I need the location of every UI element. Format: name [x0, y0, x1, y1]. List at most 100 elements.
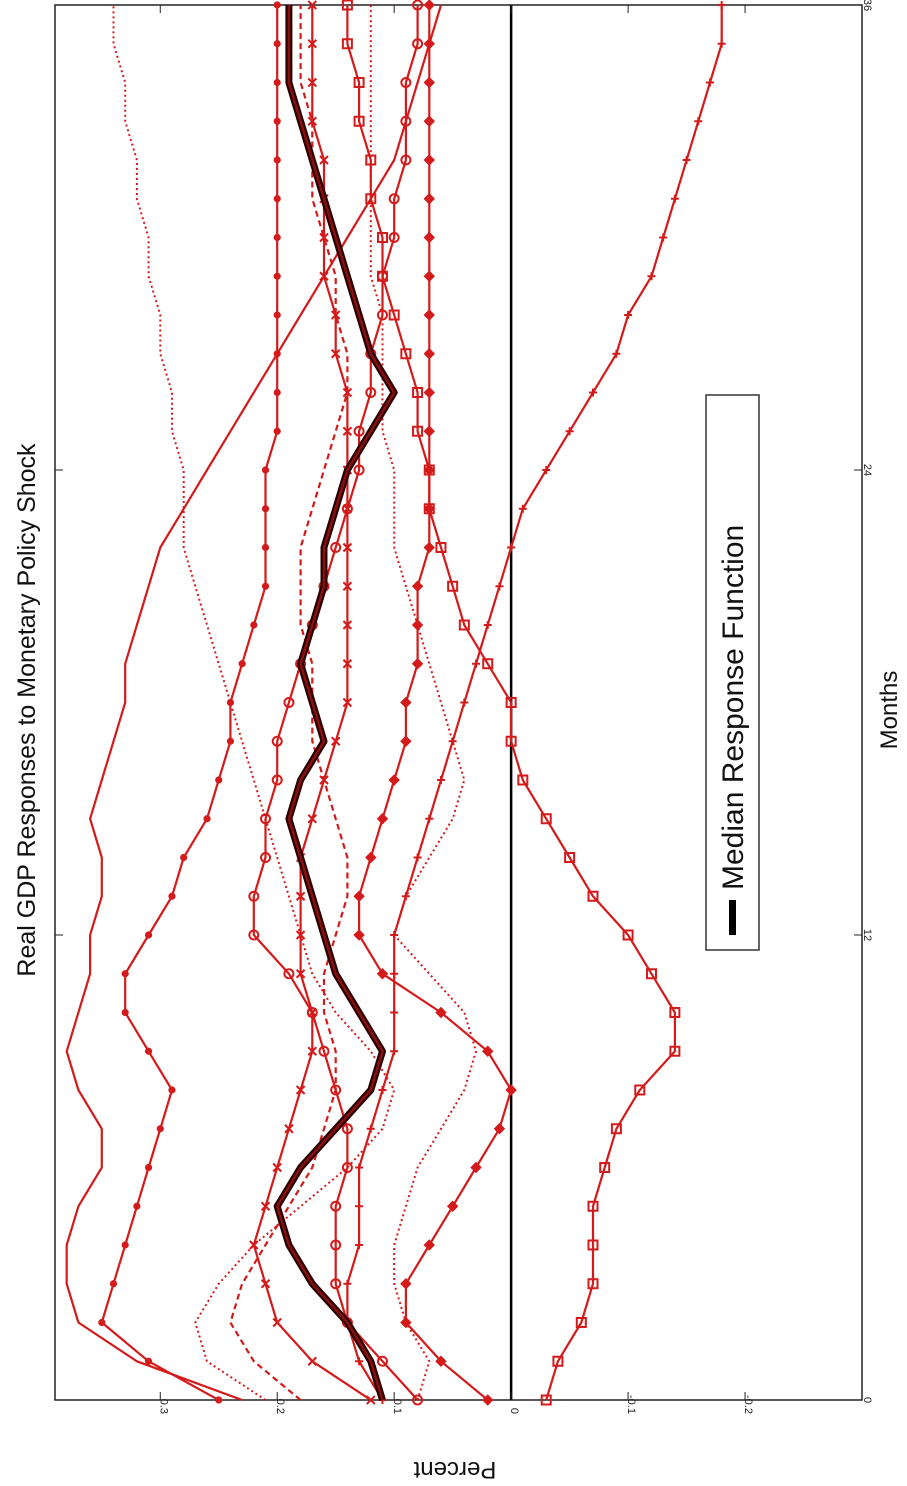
series-9-marker	[353, 77, 365, 88]
series-1-marker	[261, 582, 270, 590]
series-4-marker	[307, 0, 318, 10]
series-1-marker	[144, 1357, 153, 1365]
series-6-marker	[423, 270, 435, 282]
series-5-marker	[330, 1200, 342, 1212]
series-8-marker	[355, 1163, 364, 1172]
x-tick-label: 0	[861, 1397, 873, 1403]
series-6-marker	[411, 580, 424, 592]
y-tick-label: 0.2	[274, 1399, 286, 1414]
series-4-marker	[307, 116, 318, 126]
series-5-marker	[330, 542, 342, 553]
series-5-marker	[400, 115, 412, 127]
series-9-marker	[412, 387, 424, 398]
series-1-marker	[180, 853, 188, 862]
series-5-marker	[248, 890, 260, 902]
series-6-marker	[423, 0, 435, 11]
series-4-marker	[272, 1162, 282, 1173]
series-1-marker	[121, 1008, 129, 1017]
series-9-marker	[353, 115, 365, 127]
series-6-marker	[446, 1200, 459, 1212]
series-1-marker	[273, 350, 281, 358]
series-5-marker	[353, 425, 365, 437]
series-5-marker	[341, 503, 353, 515]
series-4-marker	[342, 426, 353, 436]
series-8-marker	[401, 892, 410, 901]
series-1-marker	[144, 1047, 153, 1055]
series-5-marker	[330, 1084, 342, 1096]
series-4-marker	[342, 620, 353, 630]
series-9-marker	[388, 309, 400, 321]
series-9-marker	[599, 1162, 611, 1173]
median-line	[275, 5, 396, 1401]
series-9-marker	[423, 464, 435, 476]
series-4-marker	[295, 891, 306, 901]
series-4-marker	[366, 1395, 376, 1405]
series-4-marker	[272, 1317, 282, 1328]
series-5-marker	[306, 1007, 318, 1018]
series-9-line	[346, 5, 676, 1401]
series-5-marker	[318, 1045, 330, 1057]
series-8-marker	[460, 698, 469, 707]
series-4-marker	[319, 775, 329, 785]
series-4-marker	[307, 1046, 318, 1056]
series-1-marker	[168, 892, 176, 900]
series-9-marker	[412, 425, 424, 437]
x-axis-label: Months	[876, 671, 903, 750]
series-8-marker	[413, 853, 422, 862]
series-6-marker	[400, 735, 412, 747]
series-5-marker	[400, 77, 412, 88]
series-5-marker	[283, 968, 295, 980]
y-tick-label: 0.1	[391, 1399, 403, 1414]
series-8-marker	[612, 349, 621, 358]
series-8-marker	[390, 931, 399, 939]
series-5-marker	[412, 0, 424, 11]
x-tick-label: 36	[861, 0, 873, 11]
series-9-marker	[552, 1355, 564, 1367]
series-6-marker	[505, 1084, 517, 1096]
series-8-marker	[495, 582, 504, 591]
series-8-marker	[448, 737, 457, 746]
series-5-marker	[271, 735, 283, 747]
series-4-marker	[295, 930, 306, 940]
series-6-marker	[423, 425, 435, 437]
series-4-marker	[342, 659, 353, 669]
series-8-marker	[425, 814, 434, 823]
y-tick-label: -0.1	[625, 1395, 637, 1414]
series-1-marker	[261, 505, 270, 513]
x-tick-label: 24	[861, 464, 873, 476]
chart-title: Real GDP Responses to Monetary Policy Sh…	[13, 443, 41, 977]
series-1-marker	[203, 815, 211, 823]
series-9-marker	[365, 193, 377, 205]
series-1-marker	[273, 1, 281, 9]
series-9-marker	[505, 697, 517, 708]
series-6-marker	[423, 1239, 435, 1251]
series-9-marker	[610, 1123, 622, 1135]
series-1-marker	[273, 388, 281, 397]
series-4-marker	[307, 77, 318, 88]
series-8-marker	[565, 427, 574, 436]
series-4-marker	[330, 736, 341, 746]
series-5-marker	[365, 387, 377, 398]
series-4-marker	[260, 1201, 271, 1211]
x-tick-label: 12	[861, 929, 873, 941]
series-9-marker	[622, 929, 634, 941]
series-6-marker	[423, 309, 435, 321]
legend-label: Median Response Function	[717, 525, 750, 890]
series-8-marker	[355, 1357, 364, 1366]
series-6-marker	[423, 541, 435, 554]
series-8-marker	[694, 117, 703, 126]
series-8-marker	[355, 1241, 364, 1249]
series-9-marker	[564, 852, 576, 863]
series-9-marker	[645, 968, 657, 980]
series-9-marker	[587, 1278, 599, 1290]
series-8-marker	[343, 1279, 352, 1288]
series-9-marker	[587, 1239, 599, 1251]
series-9-marker	[634, 1084, 646, 1096]
series-4-marker	[342, 387, 353, 398]
series-9-marker	[517, 774, 529, 786]
series-8-marker	[390, 1008, 399, 1017]
series-1-marker	[144, 1163, 153, 1172]
series-7-line	[369, 5, 477, 1401]
series-6-marker	[411, 658, 424, 670]
